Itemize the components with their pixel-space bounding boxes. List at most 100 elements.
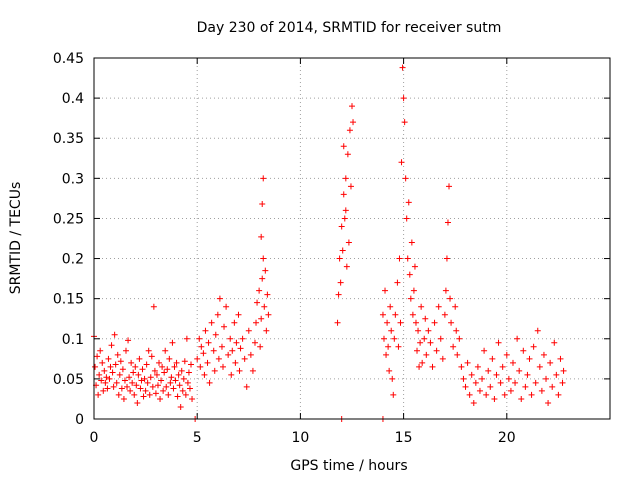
data-point xyxy=(336,255,343,262)
data-point xyxy=(137,385,144,392)
data-point xyxy=(501,391,508,398)
data-point xyxy=(400,95,407,102)
data-point xyxy=(341,215,348,222)
data-point xyxy=(464,359,471,366)
data-point xyxy=(129,379,136,386)
data-point xyxy=(216,295,223,302)
data-point xyxy=(427,339,434,346)
data-point xyxy=(194,355,201,362)
data-point xyxy=(102,379,109,386)
data-point xyxy=(557,355,564,362)
data-point xyxy=(414,347,421,354)
data-point xyxy=(197,363,204,370)
data-point xyxy=(109,369,116,376)
data-point xyxy=(382,287,389,294)
data-point xyxy=(236,367,243,374)
data-point xyxy=(349,103,355,110)
data-point xyxy=(388,327,395,334)
data-point xyxy=(154,382,161,389)
data-point xyxy=(202,327,209,334)
data-point xyxy=(165,391,172,398)
data-point xyxy=(186,385,193,392)
x-tick-label: 15 xyxy=(395,430,413,446)
data-point xyxy=(460,375,467,382)
y-tick-label: 0.2 xyxy=(62,252,84,268)
data-point xyxy=(99,359,106,366)
y-tick-label: 0.05 xyxy=(53,372,84,388)
data-point xyxy=(344,151,351,158)
data-point xyxy=(401,119,408,126)
data-point xyxy=(158,377,165,384)
data-point xyxy=(100,387,107,394)
data-point xyxy=(251,339,258,346)
data-point xyxy=(337,279,344,286)
data-point xyxy=(182,391,189,398)
data-point xyxy=(253,319,260,326)
data-point xyxy=(389,375,396,382)
data-point xyxy=(481,347,488,354)
data-point xyxy=(96,371,103,378)
data-point xyxy=(520,347,527,354)
data-point xyxy=(221,323,228,330)
data-point xyxy=(540,351,547,358)
data-point xyxy=(241,355,248,362)
plot-frame xyxy=(93,57,611,420)
data-point xyxy=(160,387,167,394)
data-point xyxy=(249,367,256,374)
y-tick-label: 0.35 xyxy=(53,131,84,147)
data-point xyxy=(115,391,122,398)
data-point xyxy=(228,371,235,378)
data-point xyxy=(415,327,422,334)
data-point xyxy=(472,379,479,386)
data-point xyxy=(149,383,156,390)
data-point xyxy=(181,358,188,365)
data-point xyxy=(522,383,529,390)
data-point xyxy=(98,377,105,384)
data-point xyxy=(258,233,265,240)
data-point xyxy=(491,395,498,402)
data-point xyxy=(429,363,436,370)
data-point xyxy=(256,287,263,294)
data-point xyxy=(483,391,490,398)
data-point xyxy=(201,371,208,378)
data-point xyxy=(175,371,182,378)
data-point xyxy=(395,343,402,350)
data-point xyxy=(177,403,184,410)
data-point xyxy=(218,343,225,350)
data-point xyxy=(133,382,140,389)
data-point xyxy=(397,319,404,326)
data-point xyxy=(419,359,426,366)
data-point xyxy=(259,201,266,208)
data-point xyxy=(139,366,146,373)
data-point xyxy=(163,383,170,390)
data-point xyxy=(547,359,554,366)
x-tick-label: 10 xyxy=(291,430,309,446)
y-tick-label: 0.3 xyxy=(62,171,84,187)
data-point xyxy=(231,319,238,326)
data-point xyxy=(403,215,410,222)
data-point xyxy=(113,379,120,386)
data-point xyxy=(153,371,160,378)
data-point xyxy=(342,175,349,182)
data-point xyxy=(528,391,535,398)
data-point xyxy=(143,361,150,368)
data-point xyxy=(206,379,213,386)
data-point xyxy=(446,183,453,190)
data-point xyxy=(159,363,166,370)
data-point xyxy=(405,199,412,206)
data-point xyxy=(560,367,567,374)
data-point xyxy=(142,387,149,394)
data-point xyxy=(112,361,119,368)
data-point xyxy=(212,331,219,338)
data-point xyxy=(245,327,252,334)
data-point xyxy=(505,375,512,382)
data-point xyxy=(394,279,401,286)
data-point xyxy=(447,295,454,302)
data-point xyxy=(260,255,267,262)
data-point xyxy=(116,371,123,378)
data-point xyxy=(559,379,566,386)
data-point xyxy=(422,315,429,322)
data-point xyxy=(454,351,461,358)
y-tick-label: 0.25 xyxy=(53,211,84,227)
